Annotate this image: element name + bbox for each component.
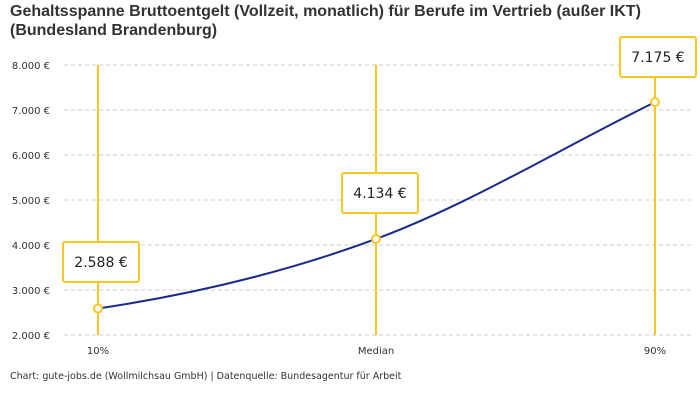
data-label-box: [619, 36, 697, 78]
y-tick-label: 7.000 €: [12, 106, 50, 117]
data-label-box: [62, 241, 140, 283]
data-label: 7.175 €: [631, 50, 684, 66]
chart-title: Gehaltsspanne Bruttoentgelt (Vollzeit, m…: [10, 3, 641, 39]
data-label-box: [341, 172, 419, 214]
y-tick-label: 3.000 €: [12, 286, 50, 297]
data-point: [650, 97, 660, 108]
y-tick-label: 4.000 €: [12, 241, 50, 252]
y-tick-label: 2.000 €: [12, 331, 50, 342]
x-tick-label: 10%: [87, 346, 109, 357]
y-tick-label: 8.000 €: [12, 61, 50, 72]
data-point: [93, 303, 103, 314]
x-tick-label: 90%: [644, 346, 666, 357]
x-tick-label: Median: [358, 346, 394, 357]
y-tick-label: 5.000 €: [12, 196, 50, 207]
data-label: 4.134 €: [353, 186, 406, 202]
chart-credit: Chart: gute-jobs.de (Wollmilchsau GmbH) …: [10, 371, 402, 382]
data-label: 2.588 €: [74, 255, 127, 271]
y-tick-label: 6.000 €: [12, 151, 50, 162]
data-point: [371, 233, 381, 244]
